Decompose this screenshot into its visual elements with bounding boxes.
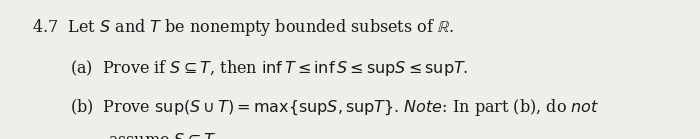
Text: (a)  Prove if $S \subseteq T$, then $\inf T \leq \inf S \leq \sup S \leq \sup T$: (a) Prove if $S \subseteq T$, then $\inf… [70,58,468,78]
Text: (b)  Prove $\sup(S \cup T) = \max\{\sup S, \sup T\}$. $\it{Note}$: In part (b), : (b) Prove $\sup(S \cup T) = \max\{\sup S… [70,97,599,118]
Text: 4.7  Let $S$ and $T$ be nonempty bounded subsets of $\mathbb{R}$.: 4.7 Let $S$ and $T$ be nonempty bounded … [32,17,454,38]
Text: assume $S \subseteq T$.: assume $S \subseteq T$. [108,132,220,139]
